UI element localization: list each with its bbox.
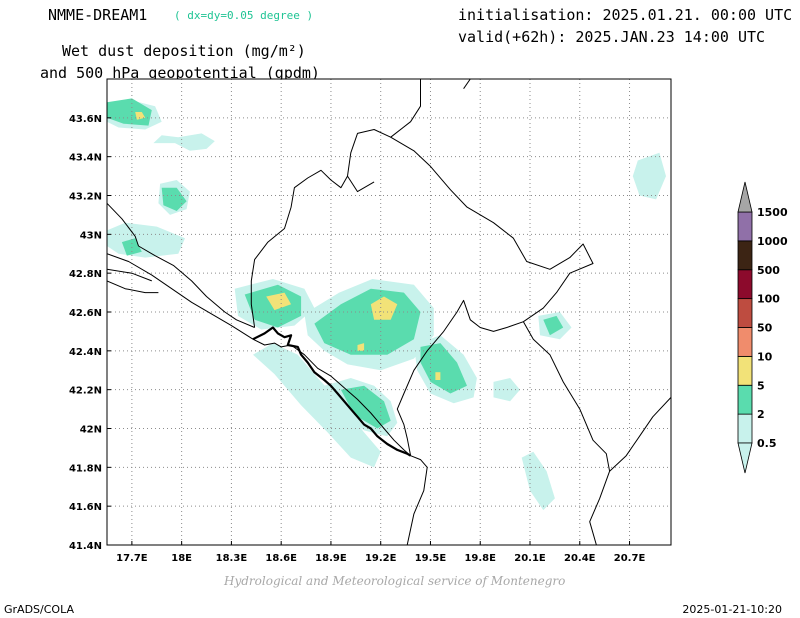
border-line <box>107 268 152 282</box>
lat-tick-label: 42.8N <box>69 269 102 280</box>
border-line <box>107 253 411 457</box>
colorbar: 0.5 2 5 10 50 100 500 1000 1500 <box>737 181 788 474</box>
border-line <box>107 202 139 247</box>
colorbar-swatch <box>737 384 753 415</box>
software-label: GrADS/COLA <box>4 603 74 616</box>
border-line <box>250 79 421 328</box>
colorbar-bottom-arrow <box>737 442 753 474</box>
deposition-area-2 <box>161 187 187 211</box>
border-line <box>390 136 594 456</box>
lat-tick-label: 43.2N <box>69 192 102 203</box>
colorbar-swatch <box>737 211 753 242</box>
colorbar-swatch <box>737 327 753 357</box>
lon-tick-label: 18.9E <box>315 553 347 564</box>
lat-tick-label: 41.4N <box>69 541 102 552</box>
colorbar-label: 5 <box>757 379 765 392</box>
deposition-area-5 <box>370 296 398 320</box>
valid-time: valid(+62h): 2025.JAN.23 14:00 UTC <box>458 28 766 46</box>
colorbar-label: 0.5 <box>757 437 777 450</box>
lat-tick-label: 43.6N <box>69 114 102 125</box>
lon-tick-label: 18E <box>171 553 192 564</box>
lon-tick-label: 18.3E <box>216 553 248 564</box>
lat-tick-label: 41.6N <box>69 502 102 513</box>
lon-tick-label: 19.8E <box>464 553 496 564</box>
colorbar-label: 1000 <box>757 235 788 248</box>
border-line <box>107 280 159 294</box>
colorbar-label: 1500 <box>757 206 788 219</box>
lat-tick-label: 43.4N <box>69 153 102 164</box>
axis-ticks: 17.7E 18E 18.3E 18.6E 18.9E 19.2E 19.5E 19.8E 20… <box>69 114 645 564</box>
border-line <box>406 455 428 545</box>
coastline-line <box>252 326 412 457</box>
border-line <box>347 175 375 193</box>
colorbar-swatch <box>737 413 753 444</box>
lon-tick-label: 18.6E <box>265 553 297 564</box>
colorbar-label: 2 <box>757 408 765 421</box>
coastline <box>252 326 412 457</box>
deposition-area-0_5 <box>632 152 666 200</box>
lon-tick-label: 20.1E <box>514 553 546 564</box>
lat-tick-label: 42.2N <box>69 386 102 397</box>
country-borders <box>107 79 671 545</box>
colorbar-label: 500 <box>757 264 780 277</box>
colorbar-label: 100 <box>757 293 780 306</box>
deposition-areas <box>107 98 666 511</box>
lat-tick-label: 42.4N <box>69 347 102 358</box>
lat-tick-label: 43N <box>80 230 102 241</box>
credit-text: Hydrological and Meteorological service … <box>224 574 566 588</box>
lon-tick-label: 19.2E <box>365 553 397 564</box>
border-line <box>609 397 671 472</box>
lon-tick-label: 20.7E <box>614 553 646 564</box>
deposition-area-0_5 <box>521 451 555 511</box>
deposition-area-0_5 <box>153 133 215 151</box>
deposition-area-5 <box>357 343 365 351</box>
colorbar-top-arrow <box>737 181 753 213</box>
lon-tick-label: 20.4E <box>564 553 596 564</box>
colorbar-swatch <box>737 298 753 328</box>
colorbar-swatch <box>737 240 753 271</box>
colorbar-swatch <box>737 269 753 300</box>
lat-tick-label: 42N <box>80 425 102 436</box>
deposition-area-2 <box>543 315 564 336</box>
lat-tick-label: 41.8N <box>69 463 102 474</box>
lon-tick-label: 17.7E <box>116 553 148 564</box>
deposition-area-5 <box>266 292 292 311</box>
border-line <box>522 321 611 545</box>
deposition-area-0_5 <box>253 343 381 468</box>
lat-tick-label: 42.6N <box>69 308 102 319</box>
deposition-area-2 <box>340 385 391 429</box>
colorbar-label: 10 <box>757 350 773 363</box>
model-name: NMME-DREAM1 <box>48 6 148 24</box>
resolution-label: ( dx=dy=0.05 degree ) <box>174 9 314 22</box>
map-title-line1: Wet dust deposition (mg/m²) <box>62 42 306 60</box>
deposition-area-0_5 <box>493 378 520 402</box>
gridlines <box>107 79 671 545</box>
colorbar-swatch <box>737 355 753 386</box>
border-line <box>463 79 471 89</box>
border-line <box>138 245 255 328</box>
generation-timestamp: 2025-01-21-10:20 <box>682 603 782 616</box>
deposition-area-2 <box>420 343 467 394</box>
deposition-area-5 <box>135 112 146 120</box>
initialisation-time: initialisation: 2025.01.21. 00:00 UTC <box>458 6 793 24</box>
colorbar-label: 50 <box>757 322 773 335</box>
map-title-line2: and 500 hPa geopotential (gpdm) <box>40 64 320 82</box>
lon-tick-label: 19.5E <box>415 553 447 564</box>
deposition-area-5 <box>435 372 441 380</box>
